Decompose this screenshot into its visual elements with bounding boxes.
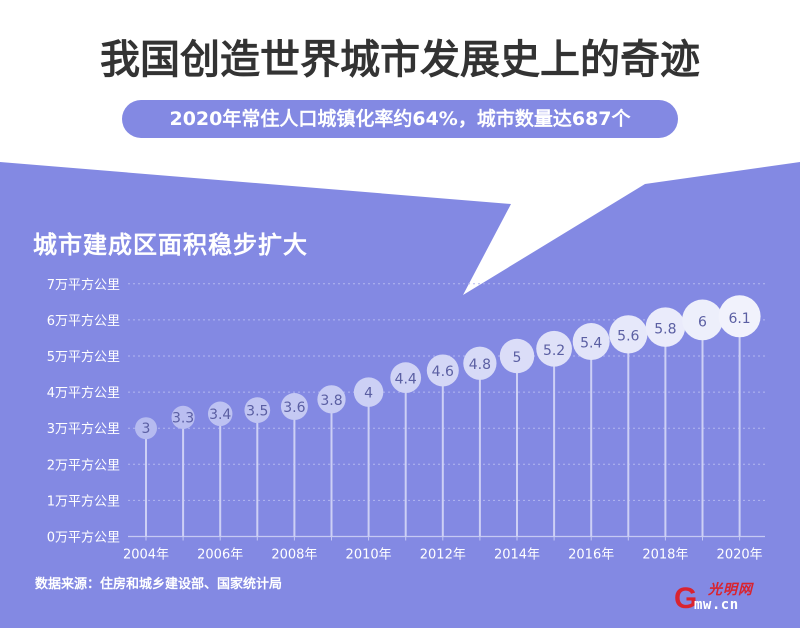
data-label: 4.4 [395,371,417,387]
data-label: 6.1 [728,311,750,327]
data-label: 4.6 [432,364,454,380]
x-tick-label: 2018年 [642,548,688,563]
data-label: 3.3 [172,411,194,427]
x-tick-label: 2010年 [346,548,392,563]
data-bubble [135,417,157,440]
data-bubble [463,346,497,380]
data-label: 5.4 [580,336,602,352]
data-label: 4.8 [469,357,491,373]
data-bubble [536,330,572,367]
data-bubble [609,315,648,354]
data-bubble [572,323,610,361]
data-bubbles: 3 3.3 3.4 3.5 3.6 3.8 4 4.4 4.6 4.8 5 5.2 5.4 5.6 5.8 6… [135,295,761,440]
data-label: 5.6 [617,329,639,345]
y-tick-label: 6万平方公里 [47,313,120,329]
x-tick-label: 2012年 [420,548,466,563]
x-tick-label: 2008年 [271,548,317,563]
logo-chinese-name: 光明网 [708,582,753,598]
y-tick-label: 7万平方公里 [47,277,120,293]
data-label: 3.5 [246,403,268,419]
data-source: 数据来源：住房和城乡建设部、国家统计局 [35,577,283,592]
data-label: 4 [364,386,373,402]
data-label: 3.6 [283,400,305,416]
x-axis: 2004年 2006年 2008年 2010年 2012年 2014年 2016年 2018年… [123,535,765,563]
y-tick-label: 4万平方公里 [47,385,120,401]
data-label: 3 [142,421,151,437]
logo-domain: mw.cn [694,597,739,613]
data-bubble [499,338,535,374]
y-tick-label: 5万平方公里 [47,349,120,365]
data-label: 5 [513,350,522,366]
x-tick-label: 2004年 [123,548,169,563]
data-bubble [718,295,761,338]
stems [145,316,741,537]
x-tick-label: 2014年 [494,548,540,563]
y-axis: 0万平方公里 1万平方公里 2万平方公里 3万平方公里 4万平方公里 5万平方公里 6万平方… [47,277,120,546]
y-tick-label: 1万平方公里 [47,493,120,509]
data-bubble [645,307,686,347]
data-bubble [353,377,384,407]
logo-g-letter: G [674,582,698,615]
data-label: 5.8 [654,321,676,337]
data-bubble [207,401,233,427]
data-label: 6 [698,314,707,330]
data-bubble [682,299,723,341]
data-bubble [426,354,459,387]
chart-title: 城市建成区面积稳步扩大 [33,231,308,259]
data-bubble [171,405,195,429]
data-bubble [317,385,346,414]
gmw-logo: G 光明网 mw.cn [672,580,767,614]
page-title: 我国创造世界城市发展史上的奇迹 [100,37,700,83]
subtitle-pill: 2020年常住人口城镇化率约64%，城市数量达687个 [122,100,678,138]
data-bubble [390,362,422,394]
data-label: 5.2 [543,343,565,359]
x-tick-label: 2020年 [717,548,763,563]
y-tick-label: 3万平方公里 [47,421,120,437]
data-label: 3.8 [320,393,342,409]
data-bubble [244,397,271,424]
data-bubble [280,393,308,421]
data-label: 3.4 [209,407,231,423]
x-tick-label: 2006年 [197,548,243,563]
y-tick-label: 2万平方公里 [47,457,120,473]
y-tick-label: 0万平方公里 [47,530,120,546]
x-tick-label: 2016年 [568,548,614,563]
